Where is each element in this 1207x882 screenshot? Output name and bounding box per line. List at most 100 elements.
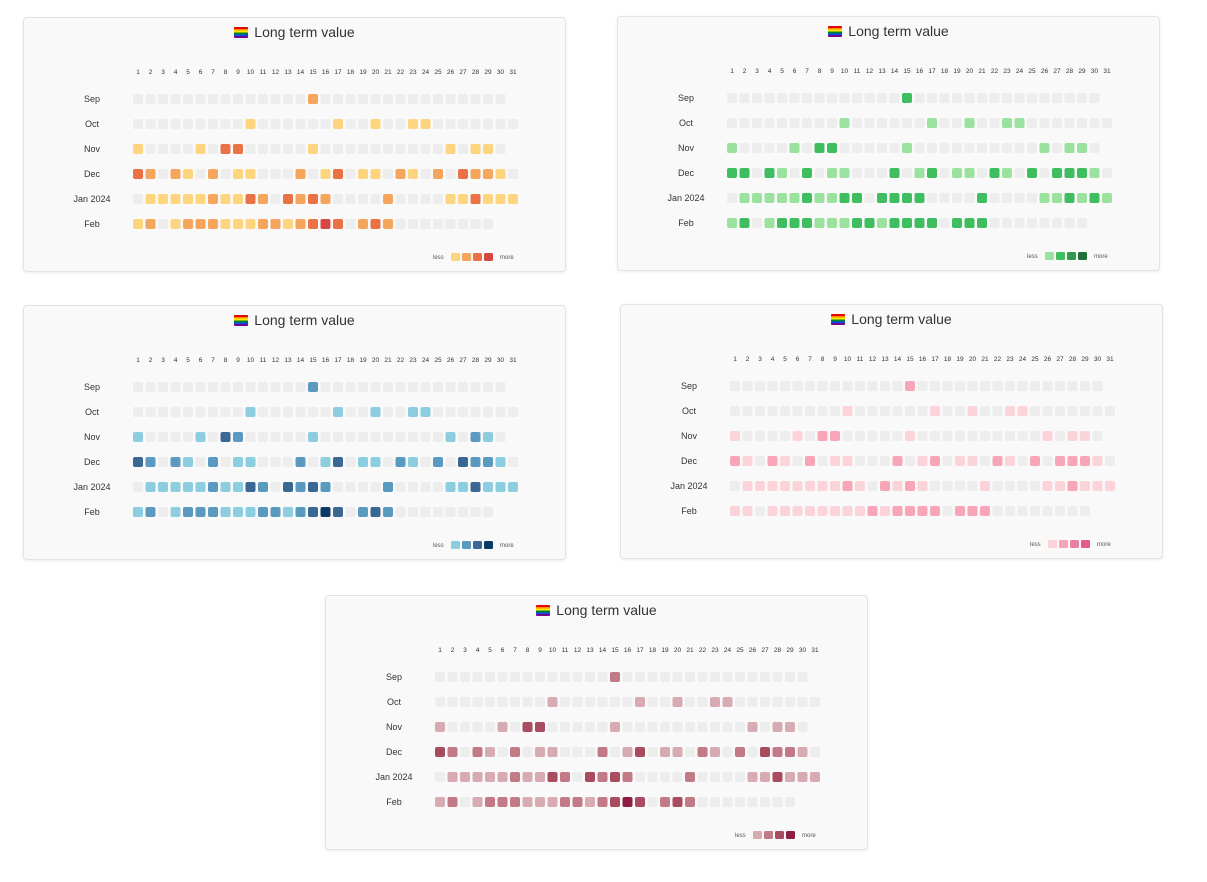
heatmap-cell bbox=[727, 218, 737, 228]
heatmap-cell bbox=[752, 93, 762, 103]
heatmap-cell bbox=[208, 407, 218, 417]
heatmap-cell bbox=[195, 482, 206, 492]
heatmap-cell bbox=[597, 797, 608, 807]
heatmap-cell bbox=[942, 481, 953, 491]
heatmap-cell bbox=[283, 482, 293, 492]
heatmap-cell bbox=[145, 219, 156, 229]
heatmap-cell bbox=[220, 382, 231, 392]
x-tick-label: 28 bbox=[472, 69, 480, 76]
heatmap-cell bbox=[195, 507, 206, 517]
heatmap-cell bbox=[955, 406, 965, 416]
heatmap-cell bbox=[420, 407, 431, 417]
heatmap-cell bbox=[742, 381, 753, 391]
heatmap-cell bbox=[345, 382, 356, 392]
heatmap-cell bbox=[817, 431, 828, 441]
heatmap-cell bbox=[497, 797, 508, 807]
x-tick-label: 21 bbox=[384, 69, 392, 76]
heatmap-cell bbox=[395, 407, 406, 417]
heatmap-cell bbox=[320, 507, 331, 517]
heatmap-cell bbox=[830, 506, 840, 516]
y-tick-label: Nov bbox=[386, 722, 403, 732]
heatmap-cell bbox=[233, 219, 243, 229]
heatmap-cell bbox=[220, 457, 231, 467]
x-tick-label: 3 bbox=[755, 68, 759, 75]
heatmap-cell bbox=[989, 168, 1000, 178]
heatmap-cell bbox=[1080, 481, 1090, 491]
heatmap-cell bbox=[508, 457, 518, 467]
heatmap-cell bbox=[1055, 431, 1065, 441]
x-tick-label: 9 bbox=[538, 647, 542, 654]
heatmap-cell bbox=[992, 406, 1003, 416]
heatmap-cell bbox=[635, 722, 645, 732]
heatmap-cell bbox=[952, 193, 962, 203]
heatmap-cell bbox=[952, 93, 962, 103]
heatmap-cell bbox=[722, 747, 733, 757]
heatmap-cell bbox=[722, 772, 733, 782]
heatmap-cell bbox=[622, 747, 633, 757]
heatmap-cell bbox=[547, 697, 558, 707]
heatmap-cell bbox=[510, 797, 520, 807]
heatmap-cell bbox=[458, 94, 468, 104]
heatmap-cell bbox=[839, 168, 850, 178]
heatmap-cell bbox=[877, 168, 887, 178]
heatmap-cell bbox=[208, 94, 218, 104]
heatmap-cell bbox=[827, 143, 837, 153]
heatmap-cell bbox=[980, 406, 990, 416]
x-tick-label: 13 bbox=[881, 356, 889, 363]
heatmap-cell bbox=[195, 219, 206, 229]
heatmap-cell bbox=[183, 94, 193, 104]
heatmap-cell bbox=[1017, 456, 1028, 466]
heatmap-cell bbox=[622, 672, 633, 682]
heatmap-cell bbox=[964, 118, 975, 128]
x-tick-label: 9 bbox=[236, 357, 240, 364]
heatmap-cell bbox=[855, 506, 865, 516]
heatmap-cell bbox=[777, 143, 787, 153]
heatmap-cell bbox=[772, 772, 783, 782]
x-tick-label: 4 bbox=[174, 69, 178, 76]
heatmap-cell bbox=[905, 481, 915, 491]
heatmap-cell bbox=[183, 457, 193, 467]
heatmap-cell bbox=[208, 432, 218, 442]
heatmap-cell bbox=[939, 168, 950, 178]
y-tick-label: Nov bbox=[681, 431, 698, 441]
heatmap-cell bbox=[1030, 456, 1040, 466]
x-tick-label: 10 bbox=[549, 647, 557, 654]
heatmap-cell bbox=[789, 218, 800, 228]
x-tick-label: 1 bbox=[136, 357, 140, 364]
heatmap-cell bbox=[183, 407, 193, 417]
heatmap-cell bbox=[358, 507, 368, 517]
heatmap-cell bbox=[710, 672, 720, 682]
heatmap-cell bbox=[1030, 381, 1040, 391]
heatmap-cell bbox=[830, 381, 840, 391]
heatmap-cell bbox=[767, 506, 778, 516]
heatmap-cell bbox=[170, 432, 181, 442]
y-tick-label: Dec bbox=[681, 456, 698, 466]
heatmap-cell bbox=[735, 722, 745, 732]
heatmap-cell bbox=[635, 697, 645, 707]
heatmap-cell bbox=[747, 722, 758, 732]
heatmap-cell bbox=[420, 482, 431, 492]
heatmap-cell bbox=[395, 382, 406, 392]
heatmap-cell bbox=[383, 432, 393, 442]
x-tick-label: 10 bbox=[844, 356, 852, 363]
x-tick-label: 5 bbox=[186, 357, 190, 364]
y-tick-label: Feb bbox=[678, 218, 694, 228]
heatmap-cell bbox=[370, 219, 381, 229]
heatmap-cell bbox=[333, 432, 343, 442]
x-tick-label: 29 bbox=[786, 647, 794, 654]
heatmap-cell bbox=[245, 219, 256, 229]
heatmap-cell bbox=[510, 697, 520, 707]
heatmap-cell bbox=[270, 507, 281, 517]
heatmap-cell bbox=[830, 431, 840, 441]
heatmap-cell bbox=[739, 118, 750, 128]
heatmap-cell bbox=[902, 93, 912, 103]
heatmap-cell bbox=[258, 457, 268, 467]
heatmap-cell bbox=[1017, 481, 1028, 491]
heatmap-cell bbox=[1067, 406, 1078, 416]
x-tick-label: 14 bbox=[894, 356, 902, 363]
x-tick-label: 19 bbox=[359, 357, 367, 364]
x-tick-label: 17 bbox=[636, 647, 644, 654]
heatmap-cell bbox=[320, 382, 331, 392]
heatmap-cell bbox=[1055, 406, 1065, 416]
heatmap-cell bbox=[245, 119, 256, 129]
